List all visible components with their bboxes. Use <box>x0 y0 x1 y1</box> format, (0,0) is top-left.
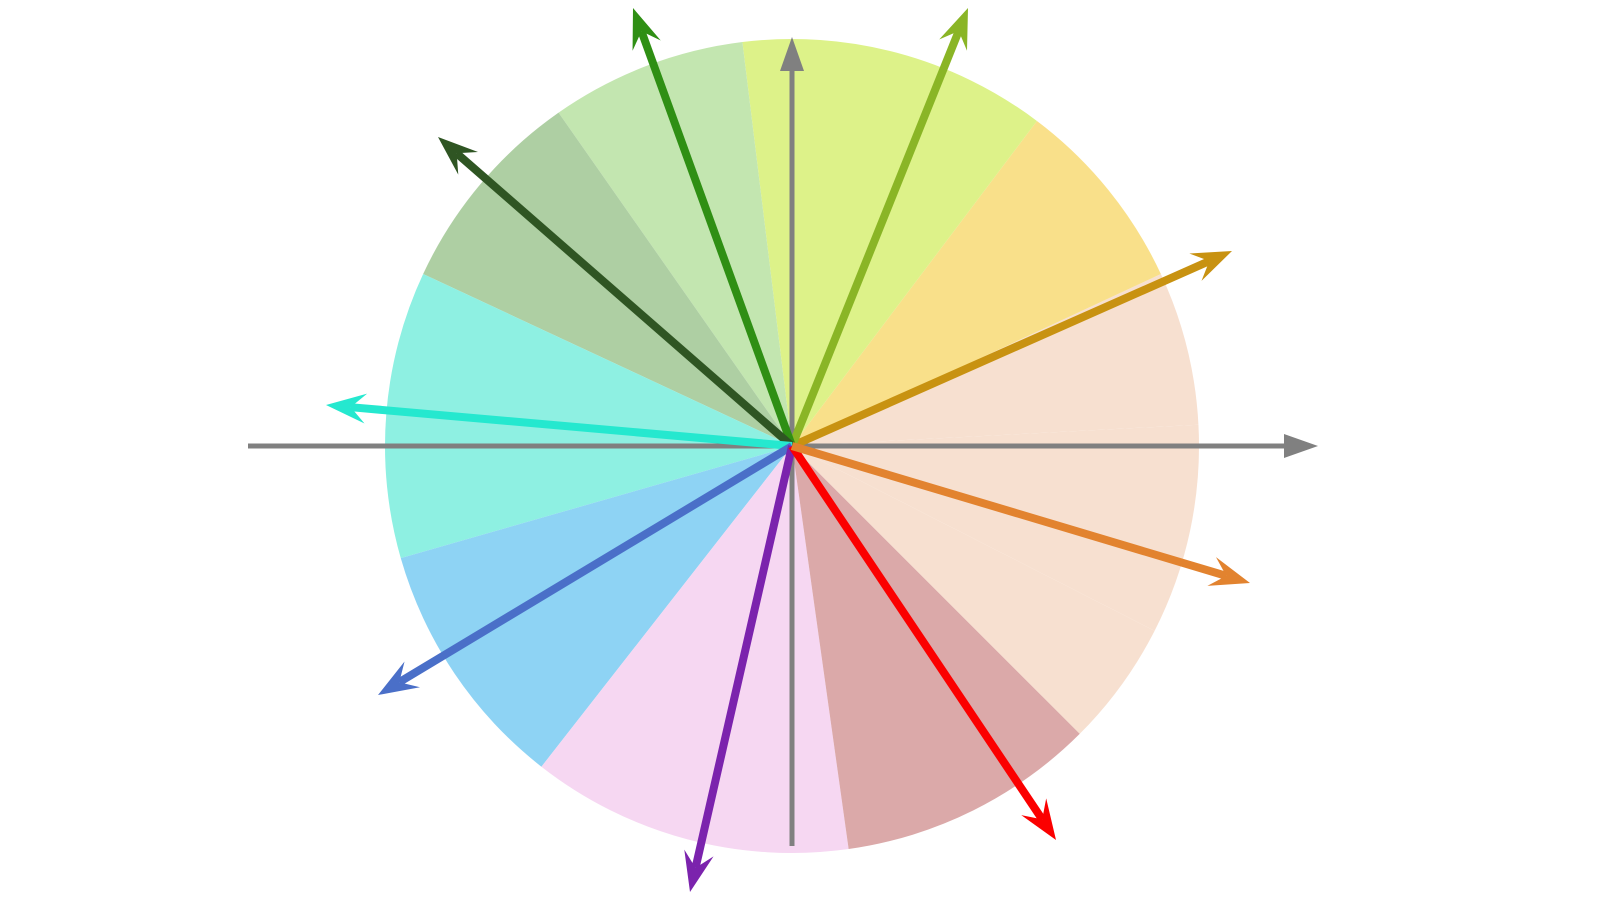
vector-gold-arrowhead <box>1189 251 1232 281</box>
vector-olive <box>788 8 968 448</box>
vector-blue <box>378 442 795 695</box>
vector-layer <box>326 8 1250 892</box>
vector-green <box>632 8 796 448</box>
vector-orange-arrowhead <box>1207 557 1250 586</box>
wedge-aquamarine <box>385 273 792 559</box>
wedge-yellowgreen <box>742 38 1037 446</box>
horizontal-axis-arrowhead <box>1284 434 1318 458</box>
vector-gold-shaft <box>790 257 1211 450</box>
vector-orange <box>790 442 1250 586</box>
vector-red-shaft <box>788 443 1046 822</box>
vector-green-shaft <box>637 29 796 448</box>
wedge-gold <box>792 120 1161 446</box>
vector-purple-arrowhead <box>684 849 714 892</box>
vector-purple <box>684 445 796 892</box>
wedge-skyblue <box>400 446 792 767</box>
vector-olive-arrowhead <box>939 8 968 51</box>
vector-gold <box>790 251 1232 450</box>
vertical-axis-arrowhead <box>780 37 804 71</box>
vector-red <box>788 443 1056 840</box>
vector-orange-shaft <box>790 442 1228 580</box>
wedge-lightgreen <box>558 42 792 446</box>
vector-blue-shaft <box>397 442 795 686</box>
vector-red-arrowhead <box>1021 798 1056 840</box>
vector-cyan <box>326 393 793 450</box>
vector-cyan-shaft <box>350 403 793 450</box>
vector-olive-shaft <box>788 29 963 448</box>
vector-cyan-arrowhead <box>326 393 368 424</box>
vector-darkgreen-arrowhead <box>438 137 478 175</box>
vector-green-arrowhead <box>632 8 661 51</box>
vector-purple-shaft <box>691 445 796 869</box>
vector-darkgreen-shaft <box>454 150 795 450</box>
wedge-peach-right <box>792 446 1155 734</box>
vector-darkgreen <box>438 137 795 450</box>
vector-blue-arrowhead <box>378 661 421 695</box>
